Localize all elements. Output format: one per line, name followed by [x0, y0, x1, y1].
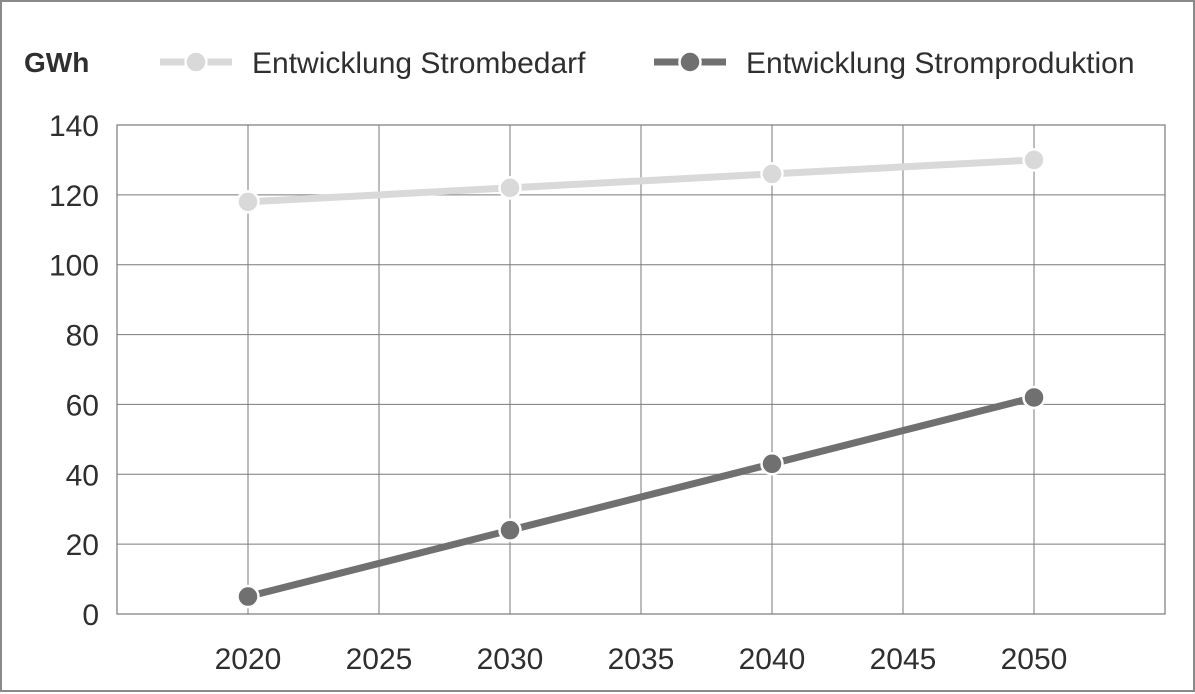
legend-label: Entwicklung Strombedarf [252, 47, 586, 80]
legend-label: Entwicklung Stromproduktion [746, 47, 1135, 80]
legend-marker [184, 50, 208, 74]
x-tick-label: 2035 [608, 643, 675, 676]
y-unit-label: GWh [24, 47, 89, 78]
legend-item: Entwicklung Strombedarf [160, 47, 586, 80]
data-point [1022, 148, 1046, 172]
series-2 [236, 385, 1046, 609]
x-tick-label: 2025 [346, 643, 413, 676]
x-tick-label: 2040 [739, 643, 806, 676]
series-line [244, 393, 1038, 601]
data-point [236, 584, 260, 609]
data-point [1022, 385, 1046, 410]
legend-item: Entwicklung Stromproduktion [654, 47, 1135, 80]
data-point [760, 162, 784, 186]
data-point [498, 176, 522, 200]
legend-marker [678, 50, 702, 74]
y-tick-label: 140 [49, 110, 99, 143]
series-line [244, 156, 1038, 206]
data-point [760, 452, 784, 476]
y-tick-label: 20 [66, 529, 99, 562]
x-tick-label: 2030 [477, 643, 544, 676]
data-point [498, 518, 522, 542]
x-tick-label: 2050 [1001, 643, 1068, 676]
x-tick-label: 2020 [215, 643, 282, 676]
y-tick-label: 60 [66, 389, 99, 422]
y-tick-label: 120 [49, 180, 99, 213]
x-tick-label: 2045 [870, 643, 937, 676]
series-1 [236, 148, 1046, 214]
y-tick-label: 100 [49, 250, 99, 283]
y-tick-label: 80 [66, 320, 99, 353]
series-layer [236, 148, 1046, 609]
data-point [236, 190, 260, 214]
legend: GWh Entwicklung Strombedarf Entwicklung S… [24, 47, 1135, 80]
grid [116, 124, 1166, 615]
y-tick-label: 40 [66, 459, 99, 492]
y-tick-label: 0 [82, 599, 99, 632]
